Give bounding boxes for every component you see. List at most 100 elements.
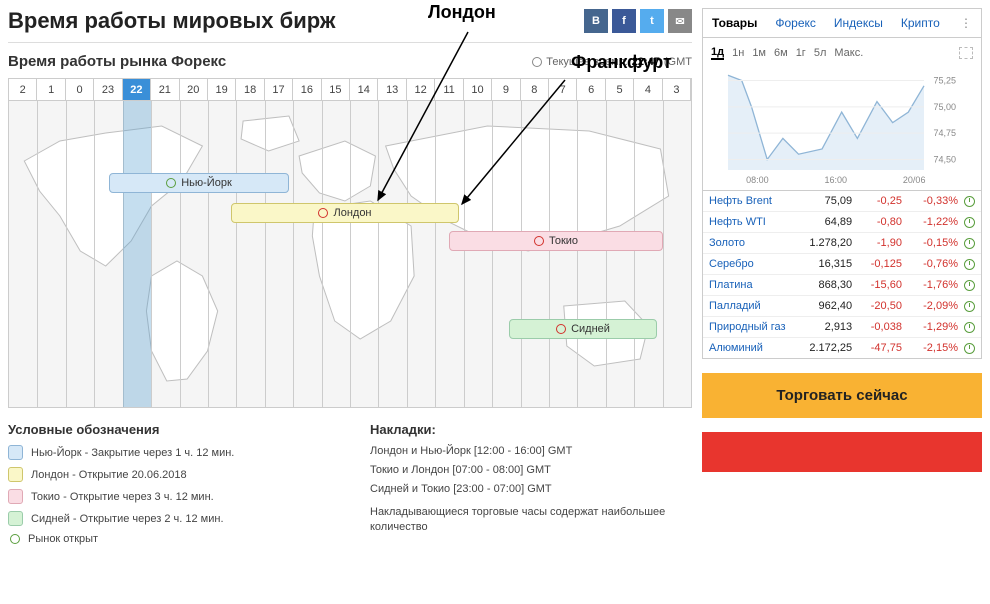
page-title: Время работы мировых бирж [8,8,336,34]
table-row: Природный газ2,913-0,038-1,29% [703,317,981,338]
quote-price: 2,913 [790,321,852,333]
range-option[interactable]: 6м [774,47,788,59]
quote-pct: -1,22% [902,216,958,228]
annotation-frankfurt: Франкфурт [571,52,672,73]
city-label[interactable]: Токио [449,231,663,251]
trade-button[interactable]: Торговать сейчас [702,373,982,418]
tz-cell[interactable]: 16 [293,79,321,100]
tz-cell[interactable]: 10 [464,79,492,100]
overlays-col: Накладки: Лондон и Нью-Йорк [12:00 - 16:… [370,422,692,552]
range-option[interactable]: 1г [796,47,806,59]
quote-pct: -2,09% [902,300,958,312]
legend-swatch [8,445,23,460]
tz-cell[interactable]: 23 [94,79,122,100]
quote-name[interactable]: Золото [709,237,790,249]
tz-cell[interactable]: 5 [606,79,634,100]
quote-pct: -1,76% [902,279,958,291]
quote-change: -0,80 [852,216,902,228]
chart-box: 1д1н1м6м1г5лМакс. 75,2575,0074,7574,5008… [702,37,982,191]
more-icon[interactable]: ⋮ [951,9,981,37]
legend-label: Токио - Открытие через 3 ч. 12 мин. [31,491,214,503]
table-row: Палладий962,40-20,50-2,09% [703,296,981,317]
city-label[interactable]: Лондон [231,203,459,223]
tz-cell[interactable]: 2 [9,79,37,100]
overlays-title: Накладки: [370,422,692,437]
quote-change: -47,75 [852,342,902,354]
clock-icon [166,178,176,188]
tab[interactable]: Крипто [892,9,949,37]
quote-name[interactable]: Алюминий [709,342,790,354]
range-option[interactable]: 5л [814,47,827,59]
mail-icon[interactable]: ✉ [668,9,692,33]
quote-change: -1,90 [852,237,902,249]
quote-name[interactable]: Природный газ [709,321,790,333]
tab[interactable]: Товары [703,9,766,37]
tz-cell[interactable]: 19 [208,79,236,100]
range-option[interactable]: 1н [732,47,744,59]
quote-name[interactable]: Палладий [709,300,790,312]
legend-label: Лондон - Открытие 20.06.2018 [31,469,187,481]
overlay-item: Лондон и Нью-Йорк [12:00 - 16:00] GMT [370,445,692,457]
overlay-item: Токио и Лондон [07:00 - 08:00] GMT [370,464,692,476]
tz-cell[interactable]: 3 [663,79,691,100]
tz-cell[interactable]: 20 [180,79,208,100]
city-label[interactable]: Сидней [509,319,657,339]
quote-change: -15,60 [852,279,902,291]
quote-pct: -0,76% [902,258,958,270]
tz-cell[interactable]: 0 [66,79,94,100]
tz-cell[interactable]: 14 [350,79,378,100]
facebook-icon[interactable]: f [612,9,636,33]
range-option[interactable]: Макс. [834,47,863,59]
tz-cell[interactable]: 15 [322,79,350,100]
clock-icon [964,280,975,291]
legend-title: Условные обозначения [8,422,330,437]
subtitle: Время работы рынка Форекс [8,53,226,70]
twitter-icon[interactable]: t [640,9,664,33]
quote-name[interactable]: Нефть Brent [709,195,790,207]
city-label[interactable]: Нью-Йорк [109,173,289,193]
vk-icon[interactable]: B [584,9,608,33]
quote-price: 64,89 [790,216,852,228]
tz-cell[interactable]: 22 [123,79,151,100]
tz-cell[interactable]: 1 [37,79,65,100]
tab[interactable]: Индексы [825,9,892,37]
tab[interactable]: Форекс [766,9,825,37]
legend-swatch [8,467,23,482]
tz-cell[interactable]: 17 [265,79,293,100]
svg-text:74,50: 74,50 [933,154,956,164]
quote-price: 75,09 [790,195,852,207]
tz-cell[interactable]: 13 [378,79,406,100]
range-option[interactable]: 1д [711,46,724,60]
tz-cell[interactable]: 18 [236,79,264,100]
calendar-icon[interactable] [959,47,973,59]
svg-text:74,75: 74,75 [933,128,956,138]
tz-cell[interactable]: 4 [634,79,662,100]
tz-cell[interactable]: 7 [549,79,577,100]
svg-text:75,25: 75,25 [933,76,956,86]
tz-cell[interactable]: 11 [435,79,463,100]
clock-icon [318,208,328,218]
chart-svg: 75,2575,0074,7574,5008:0016:0020/06 [707,66,977,186]
tz-cell[interactable]: 12 [407,79,435,100]
tz-cell[interactable]: 9 [492,79,520,100]
table-row: Платина868,30-15,60-1,76% [703,275,981,296]
legend-open: Рынок открыт [8,533,330,545]
table-row: Алюминий2.172,25-47,75-2,15% [703,338,981,358]
annotation-london: Лондон [428,2,496,23]
svg-text:20/06: 20/06 [903,175,926,185]
tz-cell[interactable]: 8 [521,79,549,100]
legend-label: Нью-Йорк - Закрытие через 1 ч. 12 мин. [31,447,234,459]
quote-name[interactable]: Серебро [709,258,790,270]
map-box: 21023222120191817161514131211109876543 Н… [8,78,692,408]
overlay-note: Накладывающиеся торговые часы содержат н… [370,505,692,536]
quote-price: 2.172,25 [790,342,852,354]
tz-cell[interactable]: 21 [151,79,179,100]
legend-swatch [8,489,23,504]
map-area: Нью-Йорк Лондон Токио Сидней [9,101,691,407]
range-option[interactable]: 1м [752,47,766,59]
tz-cell[interactable]: 6 [577,79,605,100]
svg-text:75,00: 75,00 [933,102,956,112]
quote-name[interactable]: Нефть WTI [709,216,790,228]
quote-name[interactable]: Платина [709,279,790,291]
quote-pct: -1,29% [902,321,958,333]
